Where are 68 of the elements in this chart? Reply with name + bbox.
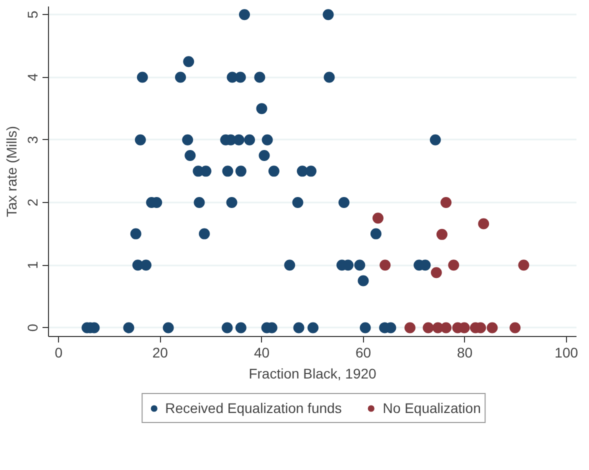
- y-axis-title: Tax rate (Mills): [4, 126, 20, 218]
- point: [182, 134, 194, 146]
- y-tick-label: 3: [24, 136, 40, 144]
- point: [222, 166, 234, 177]
- point: [360, 322, 371, 334]
- point: [372, 212, 384, 224]
- point: [422, 322, 434, 334]
- point: [244, 134, 256, 146]
- x-tick-label: 20: [152, 344, 168, 360]
- point: [258, 150, 270, 162]
- point: [194, 197, 205, 208]
- x-tick-label: 40: [254, 344, 270, 360]
- point: [305, 166, 316, 177]
- point: [222, 322, 233, 334]
- x-tick-label: 100: [554, 344, 578, 360]
- point: [234, 72, 246, 83]
- point: [235, 166, 246, 177]
- point: [448, 260, 460, 271]
- point: [262, 134, 273, 146]
- point: [134, 134, 146, 146]
- point: [430, 134, 441, 146]
- point: [198, 228, 210, 240]
- point: [324, 72, 335, 83]
- point: [380, 260, 391, 271]
- y-tick-label: 0: [24, 324, 40, 332]
- legend-label: Received Equalization funds: [165, 400, 342, 416]
- y-tick-label: 5: [24, 10, 40, 19]
- point: [162, 322, 174, 334]
- point: [436, 228, 448, 240]
- point: [478, 218, 490, 230]
- legend-label: No Equalization: [382, 400, 481, 416]
- point: [284, 260, 296, 271]
- point: [370, 228, 382, 240]
- point: [358, 275, 369, 286]
- point: [430, 267, 442, 278]
- point: [226, 197, 238, 208]
- point: [183, 56, 194, 68]
- point: [235, 322, 246, 334]
- x-axis-title: Fraction Black, 1920: [248, 366, 377, 382]
- point: [140, 260, 152, 271]
- point: [486, 322, 498, 334]
- point: [184, 150, 196, 162]
- x-tick-label: 0: [54, 344, 63, 360]
- point: [440, 322, 452, 334]
- point: [233, 134, 244, 146]
- point: [354, 260, 366, 271]
- point: [238, 9, 250, 20]
- point: [510, 322, 521, 334]
- point: [175, 72, 186, 83]
- x-tick-label: 80: [457, 344, 473, 360]
- point: [254, 72, 266, 83]
- point: [518, 260, 530, 271]
- y-tick-label: 2: [24, 198, 40, 206]
- point: [136, 72, 148, 83]
- point: [268, 166, 280, 177]
- point: [123, 322, 134, 334]
- point: [338, 197, 350, 208]
- point: [293, 322, 304, 334]
- point: [322, 9, 334, 20]
- point: [404, 322, 416, 334]
- point: [440, 197, 452, 208]
- point: [308, 322, 319, 334]
- point: [292, 197, 304, 208]
- y-tick-label: 4: [24, 73, 40, 82]
- point: [256, 103, 268, 114]
- x-tick-label: 60: [355, 344, 372, 360]
- y-tick-label: 1: [24, 261, 40, 270]
- point: [130, 228, 142, 240]
